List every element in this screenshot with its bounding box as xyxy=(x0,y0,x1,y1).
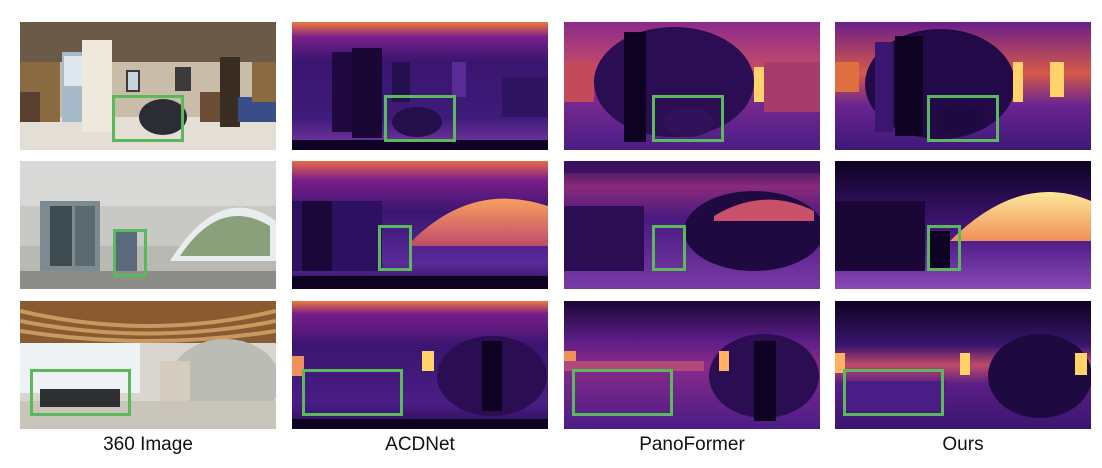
column-label-360-image: 360 Image xyxy=(103,434,193,455)
row3-ours-depth xyxy=(835,301,1091,429)
highlight-box xyxy=(113,229,147,277)
row1-ours-depth xyxy=(835,22,1091,150)
glass-lobby-panorama xyxy=(20,161,276,289)
highlight-box xyxy=(378,225,412,271)
depth-map xyxy=(564,22,820,150)
highlight-box xyxy=(843,369,944,416)
highlight-box xyxy=(572,369,673,416)
depth-map xyxy=(292,161,548,289)
depth-map xyxy=(835,161,1091,289)
highlight-box xyxy=(927,95,999,142)
row1-acdnet-depth xyxy=(292,22,548,150)
depth-map xyxy=(292,22,548,150)
row3-acdnet-depth xyxy=(292,301,548,429)
row3-panoformer-depth xyxy=(564,301,820,429)
row2-panoformer-depth xyxy=(564,161,820,289)
depth-map xyxy=(564,161,820,289)
highlight-box xyxy=(927,225,961,271)
depth-map xyxy=(292,301,548,429)
column-label-panoformer: PanoFormer xyxy=(639,434,745,455)
row2-ours-depth xyxy=(835,161,1091,289)
depth-map xyxy=(835,301,1091,429)
row2-acdnet-depth xyxy=(292,161,548,289)
row1-panoformer-depth xyxy=(564,22,820,150)
highlight-box xyxy=(30,369,131,416)
highlight-box xyxy=(302,369,403,416)
highlight-box xyxy=(384,95,456,142)
column-label-acdnet: ACDNet xyxy=(385,434,455,455)
hotel-room-panorama xyxy=(20,22,276,150)
depth-map xyxy=(835,22,1091,150)
column-label-ours: Ours xyxy=(942,434,984,455)
highlight-box xyxy=(652,95,724,142)
row2-360-image xyxy=(20,161,276,289)
row1-360-image xyxy=(20,22,276,150)
depth-map xyxy=(564,301,820,429)
highlight-box xyxy=(112,95,184,142)
row3-360-image xyxy=(20,301,276,429)
highlight-box xyxy=(652,225,686,271)
wooden-hall-panorama xyxy=(20,301,276,429)
